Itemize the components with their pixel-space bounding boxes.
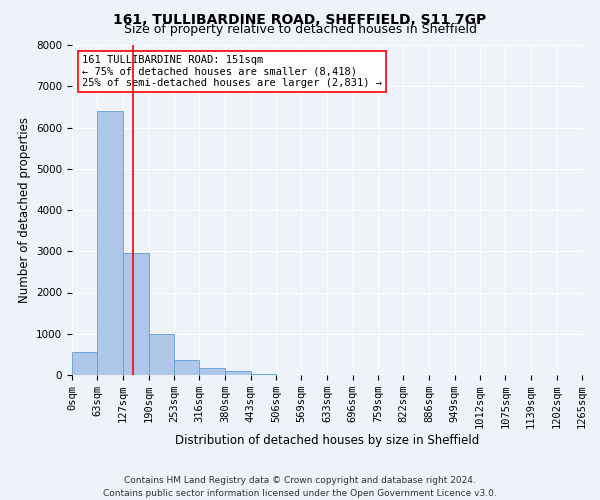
Bar (174, 360, 199, 375)
Bar (72, 352, 97, 375)
Text: 161 TULLIBARDINE ROAD: 151sqm
← 75% of detached houses are smaller (8,418)
25% o: 161 TULLIBARDINE ROAD: 151sqm ← 75% of d… (82, 55, 382, 88)
Bar (123, 254, 149, 375)
Text: 161, TULLIBARDINE ROAD, SHEFFIELD, S11 7GP: 161, TULLIBARDINE ROAD, SHEFFIELD, S11 7… (113, 12, 487, 26)
Bar (251, 374, 276, 375)
Bar (225, 372, 251, 375)
Bar (97, 111, 123, 375)
Text: Contains HM Land Registry data © Crown copyright and database right 2024.
Contai: Contains HM Land Registry data © Crown c… (103, 476, 497, 498)
Y-axis label: Number of detached properties: Number of detached properties (17, 117, 31, 303)
Text: Size of property relative to detached houses in Sheffield: Size of property relative to detached ho… (124, 24, 476, 36)
Bar (199, 368, 225, 375)
X-axis label: Distribution of detached houses by size in Sheffield: Distribution of detached houses by size … (175, 434, 479, 447)
Bar (149, 334, 174, 375)
